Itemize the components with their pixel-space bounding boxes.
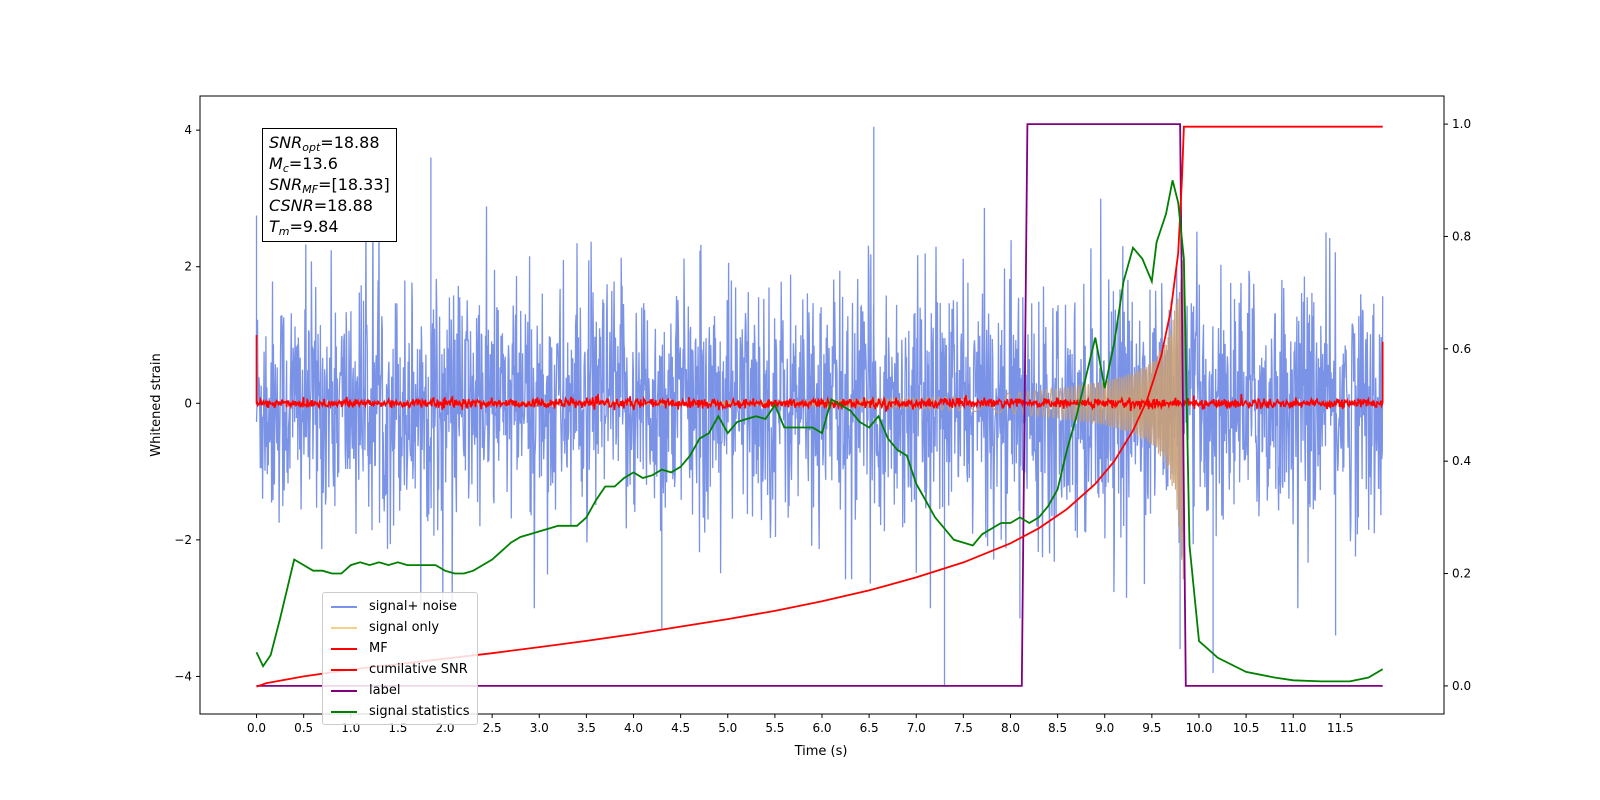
x-tick-label: 9.5 [1142,721,1161,735]
legend-item: cumilative SNR [323,659,477,680]
y-right-tick-label: 0.2 [1452,567,1471,581]
legend-swatch [331,626,357,629]
y-right-tick-label: 0.0 [1452,679,1471,693]
legend-swatch [331,647,357,650]
signal-statistics-line [255,180,1384,683]
x-tick-label: 6.5 [860,721,879,735]
legend-swatch [331,668,357,671]
y-right-tick-label: 0.4 [1452,454,1471,468]
y-right-tick-label: 1.0 [1452,117,1471,131]
snr-opt-line: SNRopt=18.88 [269,133,380,154]
mc-line: Mc=13.6 [269,154,338,175]
legend-item: signal+ noise [323,596,477,617]
csnr-value: 18.88 [327,196,373,215]
x-tick-label: 3.5 [577,721,596,735]
legend-item: MF [323,638,477,659]
x-tick-label: 7.5 [954,721,973,735]
x-tick-label: 10.0 [1186,721,1213,735]
y-right-tick-label: 0.6 [1452,342,1471,356]
x-tick-label: 9.0 [1095,721,1114,735]
y-right-tick-label: 0.8 [1452,229,1471,243]
x-tick-label: 8.5 [1048,721,1067,735]
x-tick-label: 5.5 [765,721,784,735]
mf-line [255,335,1384,412]
metrics-annotation-box: SNRopt=18.88 Mc=13.6 SNRMF=[18.33] CSNR=… [262,128,397,242]
x-tick-label: 4.5 [671,721,690,735]
mc-value: 13.6 [302,154,338,173]
tm-line: Tm=9.84 [269,217,339,238]
x-tick-label: 0.5 [294,721,313,735]
x-tick-label: 3.0 [530,721,549,735]
y-left-tick-label: 4 [184,123,192,137]
legend-label: cumilative SNR [369,662,468,677]
x-axis-label: Time (s) [794,744,848,759]
y-left-tick-label: 2 [184,260,192,274]
x-tick-label: 4.0 [624,721,643,735]
legend-label: signal only [369,620,440,635]
legend-item: signal statistics [323,701,477,722]
legend-label: signal+ noise [369,599,458,614]
legend-item: signal only [323,617,477,638]
x-tick-label: 6.0 [812,721,831,735]
legend-label: signal statistics [369,704,470,719]
x-tick-label: 5.0 [718,721,737,735]
label-line [256,123,1383,687]
y-left-tick-label: −2 [174,533,192,547]
legend: signal+ noise signal only MF cumilative … [322,592,478,725]
y-left-tick-label: −4 [174,669,192,683]
csnr-line: CSNR=18.88 [269,196,373,215]
tm-value: 9.84 [302,217,339,236]
snr-mf-line: SNRMF=[18.33] [269,175,390,196]
legend-swatch [331,689,357,692]
x-tick-label: 11.5 [1327,721,1354,735]
snr-mf-value: [18.33] [331,175,390,194]
y-axis-label: Whitened strain [149,353,164,456]
legend-swatch [331,710,357,713]
legend-swatch [331,605,357,608]
x-tick-label: 7.0 [907,721,926,735]
legend-item: label [323,680,477,701]
legend-label: label [369,683,401,698]
x-tick-label: 2.5 [483,721,502,735]
x-tick-label: 8.0 [1001,721,1020,735]
x-tick-label: 10.5 [1233,721,1260,735]
y-left-tick-label: 0 [184,396,192,410]
legend-label: MF [369,641,388,656]
x-tick-label: 0.0 [247,721,266,735]
snr-opt-value: 18.88 [333,133,380,152]
x-tick-label: 11.0 [1280,721,1307,735]
